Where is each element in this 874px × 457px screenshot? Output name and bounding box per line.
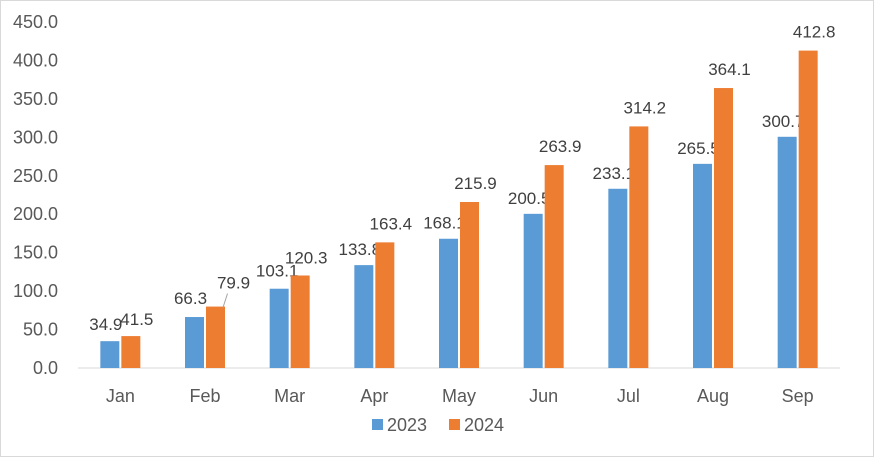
x-tick-label: Mar — [274, 386, 305, 406]
bar-2023-jun — [523, 213, 543, 368]
legend-label-2024: 2024 — [464, 415, 504, 435]
x-tick-label: Jul — [617, 386, 640, 406]
bar-2024-aug — [714, 88, 733, 369]
data-label-2023-apr: 133.8 — [339, 240, 382, 259]
y-tick-label: 450.0 — [13, 12, 58, 32]
x-tick-label: Aug — [697, 386, 729, 406]
x-tick-label: Feb — [189, 386, 220, 406]
y-tick-label: 250.0 — [13, 166, 58, 186]
data-label-2023-jun: 200.5 — [508, 189, 551, 208]
y-tick-label: 150.0 — [13, 243, 58, 263]
data-label-2024-sep: 412.8 — [793, 23, 836, 42]
x-tick-label: Jun — [529, 386, 558, 406]
bar-2024-may — [460, 201, 479, 368]
data-label-2024-apr: 163.4 — [370, 214, 413, 233]
x-tick-label: Sep — [782, 386, 814, 406]
legend-swatch-2024 — [449, 419, 460, 430]
y-tick-label: 50.0 — [23, 320, 58, 340]
data-label-2023-mar: 103.1 — [256, 262, 299, 281]
bar-2024-feb — [206, 306, 225, 368]
bar-2023-sep — [777, 136, 797, 368]
bar-2024-apr — [375, 242, 395, 368]
bar-2023-jul — [608, 188, 628, 368]
bar-2023-may — [439, 238, 458, 368]
bar-2023-apr — [354, 265, 374, 368]
data-label-2024-aug: 364.1 — [708, 60, 751, 79]
legend-swatch-2023 — [372, 419, 383, 430]
data-label-2024-jul: 314.2 — [624, 98, 667, 117]
x-tick-label: Apr — [360, 386, 388, 406]
data-label-2024-jan: 41.5 — [120, 310, 153, 329]
y-tick-label: 200.0 — [13, 204, 58, 224]
bar-2023-mar — [269, 288, 289, 368]
data-label-2023-jul: 233.1 — [593, 164, 636, 183]
bar-2023-jan — [100, 341, 120, 368]
y-tick-label: 400.0 — [13, 50, 58, 70]
data-label-2023-sep: 300.7 — [762, 112, 805, 131]
data-label-2024-feb: 79.9 — [217, 274, 250, 293]
x-tick-label: May — [442, 386, 476, 406]
bar-2024-mar — [290, 275, 310, 368]
legend-label-2023: 2023 — [387, 415, 427, 435]
x-tick-label: Jan — [106, 386, 135, 406]
leader-line — [222, 293, 228, 308]
y-tick-label: 100.0 — [13, 281, 58, 301]
data-label-2023-may: 168.1 — [423, 214, 466, 233]
bar-2024-sep — [798, 50, 818, 369]
y-tick-label: 300.0 — [13, 127, 58, 147]
data-label-2023-aug: 265.5 — [677, 139, 720, 158]
data-label-2024-mar: 120.3 — [285, 249, 328, 268]
bar-2024-jul — [629, 126, 649, 369]
bar-2023-aug — [693, 163, 712, 368]
bar-2024-jun — [544, 165, 564, 368]
data-label-2024-jun: 263.9 — [539, 137, 582, 156]
data-label-2024-may: 215.9 — [454, 174, 497, 193]
data-label-2023-jan: 34.9 — [89, 315, 122, 334]
y-tick-label: 350.0 — [13, 89, 58, 109]
data-label-2023-feb: 66.3 — [174, 289, 207, 308]
bar-2024-jan — [121, 336, 141, 368]
bar-2023-feb — [185, 317, 204, 368]
y-tick-label: 0.0 — [33, 358, 58, 378]
